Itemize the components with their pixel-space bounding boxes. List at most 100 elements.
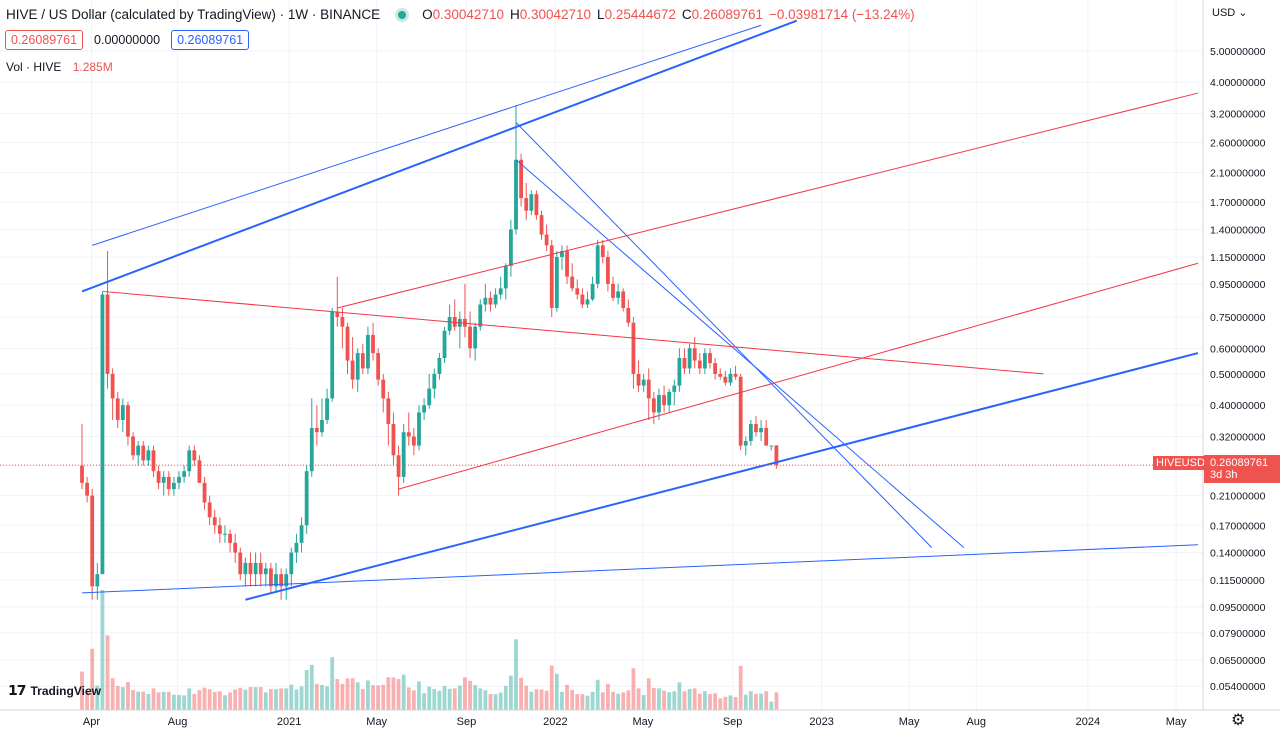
volume-bar bbox=[376, 685, 381, 710]
volume-bar bbox=[764, 691, 769, 710]
buy-button[interactable]: 0.26089761 bbox=[171, 30, 250, 50]
sell-button[interactable]: 0.26089761 bbox=[5, 30, 84, 50]
gear-icon[interactable]: ⚙ bbox=[1231, 712, 1246, 729]
currency-selector[interactable]: USD ⌄ bbox=[1212, 6, 1248, 19]
candle-body bbox=[754, 423, 758, 433]
candle-body bbox=[411, 436, 416, 446]
symbol-price-tag: HIVEUSD bbox=[1153, 456, 1208, 470]
volume-bar bbox=[473, 685, 478, 710]
candle-body bbox=[192, 450, 197, 461]
symbol-title[interactable]: HIVE / US Dollar (calculated by TradingV… bbox=[6, 7, 381, 22]
volume-bar bbox=[223, 695, 227, 710]
candle-body bbox=[713, 363, 718, 374]
candle-body bbox=[682, 358, 687, 369]
volume-bar bbox=[708, 693, 712, 710]
high-label: H bbox=[509, 7, 520, 22]
volume-bar bbox=[626, 690, 631, 710]
candle-body bbox=[314, 428, 319, 433]
trend-line bbox=[81, 544, 1199, 594]
candle-body bbox=[667, 391, 672, 406]
tradingview-logo[interactable]: 𝟭𝟳 TradingView bbox=[8, 682, 101, 699]
candle-body bbox=[401, 432, 406, 477]
candle-body bbox=[335, 311, 340, 318]
last-price-value: 0.26089761 bbox=[1210, 457, 1269, 469]
volume-bar bbox=[391, 677, 396, 710]
volume-bar bbox=[80, 671, 84, 710]
volume-bar bbox=[248, 687, 253, 710]
candle-body bbox=[376, 353, 381, 380]
candle-body bbox=[223, 533, 227, 535]
trend-line bbox=[102, 290, 1044, 375]
volume-bar bbox=[580, 694, 585, 710]
volume-bar bbox=[381, 684, 386, 710]
candle-body bbox=[493, 294, 498, 305]
last-price-tag: 0.26089761 3d 3h bbox=[1204, 455, 1280, 483]
candle-body bbox=[611, 283, 615, 298]
volume-bar bbox=[161, 691, 166, 710]
candle-body bbox=[115, 398, 120, 421]
volume-bar bbox=[452, 688, 457, 710]
low-label: L bbox=[597, 7, 605, 22]
candle-body bbox=[560, 251, 564, 258]
volume-bar bbox=[636, 688, 641, 710]
volume-bar bbox=[457, 685, 462, 710]
price-tick-label: 0.75000000 bbox=[1210, 312, 1266, 324]
volume-bar bbox=[325, 686, 329, 710]
price-tick-label: 1.40000000 bbox=[1210, 224, 1266, 236]
volume-bar bbox=[202, 687, 207, 710]
candle-body bbox=[585, 299, 590, 305]
candle-body bbox=[422, 405, 426, 413]
candle-body bbox=[534, 194, 539, 216]
candle-body bbox=[156, 471, 161, 483]
volume-bar bbox=[279, 688, 284, 710]
price-axis: 5.00000000 4.00000000 3.20000000 2.60000000… bbox=[1210, 46, 1266, 693]
volume-bar bbox=[396, 679, 401, 710]
market-status-icon bbox=[398, 10, 407, 19]
volume-bar bbox=[371, 685, 375, 710]
candle-body bbox=[182, 471, 187, 477]
candle-body bbox=[677, 358, 682, 386]
candle-body bbox=[468, 326, 472, 349]
time-tick-label: May bbox=[1166, 716, 1187, 728]
candle-body bbox=[345, 326, 350, 361]
candle-body bbox=[95, 574, 100, 587]
time-tick-label: Aug bbox=[168, 716, 188, 728]
trend-line bbox=[515, 159, 965, 548]
candle-body bbox=[161, 476, 166, 483]
candle-body bbox=[263, 568, 268, 575]
candle-body bbox=[207, 502, 212, 518]
candle-body bbox=[524, 198, 529, 211]
volume-bar bbox=[682, 691, 687, 710]
volume-bar bbox=[463, 677, 467, 710]
candle-body bbox=[406, 432, 411, 437]
volume-bar bbox=[228, 692, 232, 710]
volume-bar bbox=[534, 689, 539, 710]
candle-body bbox=[662, 395, 666, 406]
candle-body bbox=[748, 423, 753, 441]
volume-bar bbox=[309, 664, 314, 710]
volume-bar bbox=[585, 695, 590, 710]
open-label: O bbox=[422, 7, 433, 22]
spread-value: 0.00000000 bbox=[94, 33, 161, 47]
candle-body bbox=[396, 455, 401, 477]
volume-label[interactable]: Vol · HIVE bbox=[6, 60, 62, 74]
trade-boxes: 0.26089761 0.00000000 0.26089761 bbox=[5, 30, 255, 50]
candle-body bbox=[697, 360, 702, 369]
candle-body bbox=[595, 245, 600, 284]
price-tick-label: 0.50000000 bbox=[1210, 369, 1266, 381]
volume-bar bbox=[182, 695, 187, 710]
volume-bar bbox=[493, 694, 498, 710]
price-tick-label: 0.40000000 bbox=[1210, 400, 1266, 412]
candle-body bbox=[703, 353, 707, 369]
candle-body bbox=[600, 245, 605, 258]
volume-bar bbox=[258, 687, 263, 710]
candle-body bbox=[294, 542, 299, 553]
candle-body bbox=[483, 297, 488, 305]
candle-body bbox=[212, 517, 217, 526]
grid bbox=[0, 0, 1203, 710]
candle-body bbox=[110, 373, 115, 399]
volume-bar bbox=[616, 693, 621, 710]
high-value: 0.30042710 bbox=[519, 7, 592, 22]
open-value: 0.30042710 bbox=[432, 7, 504, 22]
